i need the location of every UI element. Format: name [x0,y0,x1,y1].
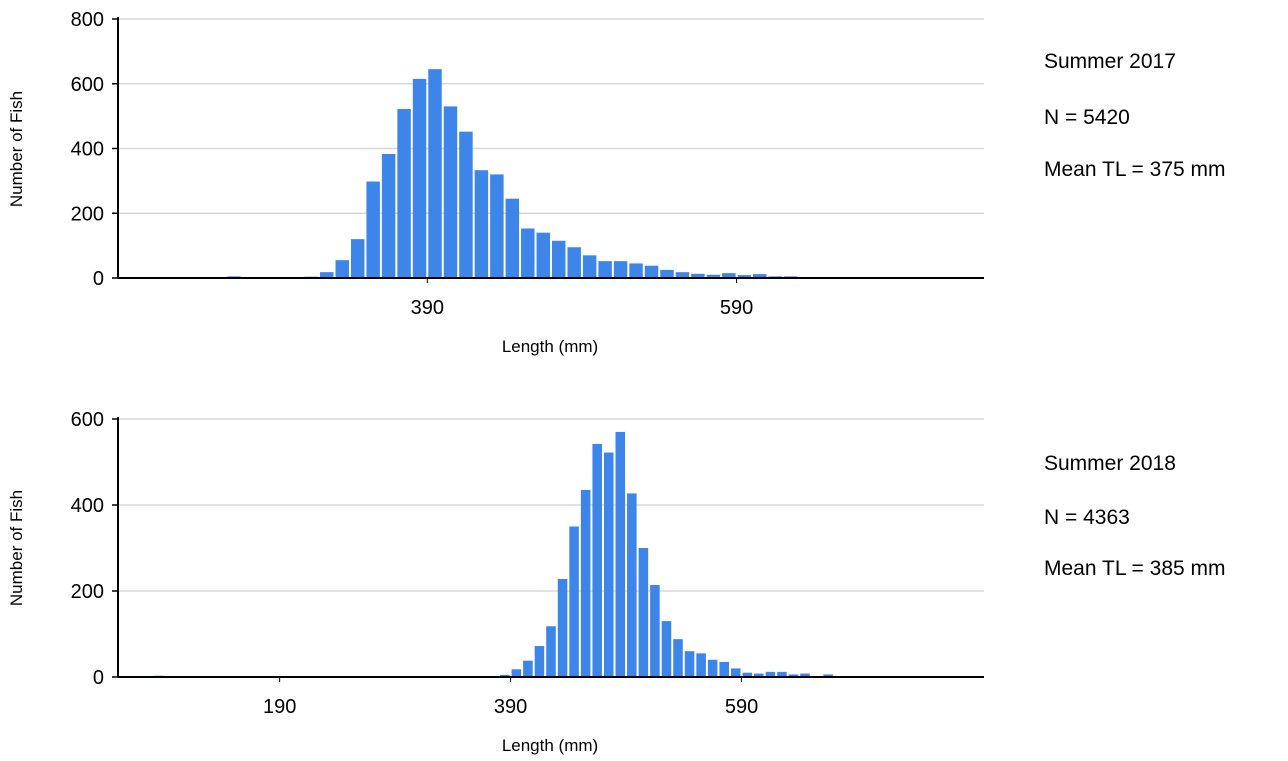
y-tick-label: 200 [71,581,104,603]
bar [684,651,695,677]
bar [615,431,626,677]
bar [722,273,736,278]
x-axis-label: Length (mm) [502,736,598,755]
chart-summer-2018: 0 200 400 600 190 390 590 Length (mm) Number of … [7,409,984,755]
bar [742,672,753,677]
bar [660,269,674,278]
bar [661,621,672,677]
bar [598,261,612,278]
bar [546,626,556,677]
bar [706,274,721,278]
bar [675,272,690,278]
bar [350,239,365,278]
bar [320,272,334,278]
bar [500,674,510,677]
bar [638,548,649,677]
bar [650,584,660,677]
bar [788,674,799,677]
bar [443,106,458,278]
bar [521,228,535,278]
x-tick-label: 190 [263,696,296,718]
y-tick-label: 0 [93,667,104,689]
bar [459,131,473,278]
y-tick-label: 600 [71,74,104,96]
bar [777,671,787,677]
bar [366,181,380,278]
bar [569,526,579,677]
y-tick-label: 400 [71,139,104,161]
bar [823,674,833,677]
bar [707,659,718,677]
bar [765,671,776,677]
chart1-mean-label: Mean TL = 375 mm [1044,158,1226,181]
bar [381,154,396,278]
x-tick-label: 390 [494,696,527,718]
y-axis-label: Number of Fish [7,91,26,207]
bar [580,489,591,677]
y-tick-label: 200 [71,203,104,225]
bar [557,578,568,677]
bar [613,261,628,278]
y-tick-label: 600 [71,409,104,431]
bar [511,669,522,677]
x-axis-label: Length (mm) [502,337,598,356]
y-tick-label: 400 [71,495,104,517]
bar [536,232,550,278]
bar [673,639,683,677]
bar [627,493,637,677]
bar [567,247,581,278]
chart2-n-label: N = 4363 [1044,506,1130,529]
chart2-mean-label: Mean TL = 385 mm [1044,557,1226,580]
bar [754,673,764,677]
x-tick-label: 590 [720,297,753,319]
bar [644,265,659,278]
y-tick-label: 800 [71,9,104,31]
bar [629,263,643,278]
bar [719,661,729,677]
bar [505,198,520,278]
y-axis-label: Number of Fish [7,490,26,606]
bar [474,170,489,278]
bar [523,660,533,677]
x-tick-label: 390 [411,297,444,319]
bar [534,646,545,677]
bar [603,452,614,677]
bar [335,260,349,278]
bar [412,78,427,278]
bar [397,109,411,278]
bar [696,653,706,677]
bar [428,69,442,279]
bar [730,668,741,677]
bar [552,240,566,278]
bar [800,673,810,677]
bar [592,443,602,677]
bar [753,274,767,278]
x-tick-label: 590 [725,696,758,718]
bar [691,273,705,278]
chart1-n-label: N = 5420 [1044,106,1130,129]
bar [582,255,597,278]
chart2-season-label: Summer 2018 [1044,452,1176,475]
y-tick-label: 0 [93,268,104,290]
bar [490,174,504,278]
bar [737,275,752,278]
chart-summer-2017: 0 200 400 600 800 390 590 Length (mm) Number of … [7,9,984,356]
chart1-season-label: Summer 2017 [1044,50,1176,73]
